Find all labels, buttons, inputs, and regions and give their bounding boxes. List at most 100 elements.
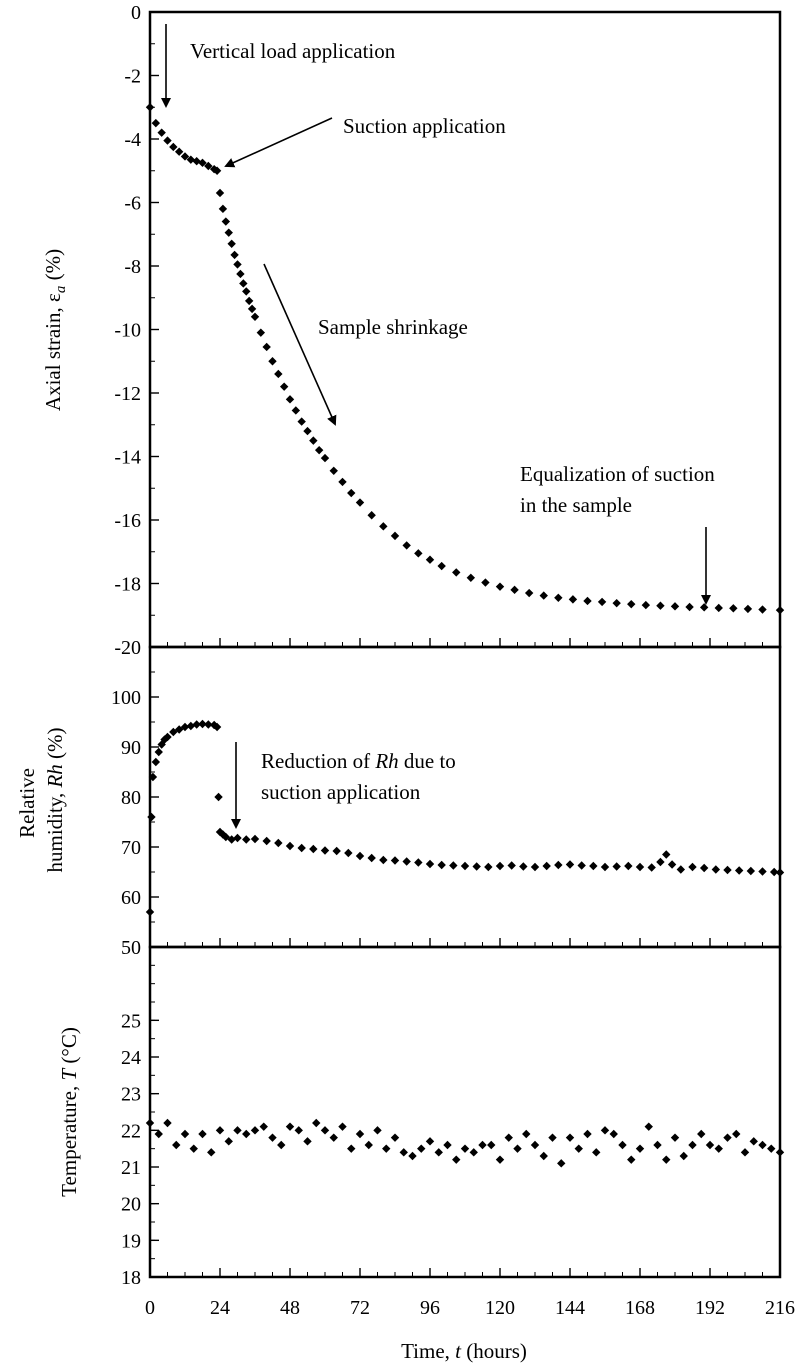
temperature-data-point <box>540 1152 548 1160</box>
temperature-data-point <box>627 1155 635 1163</box>
temperature-data-point <box>776 1148 784 1156</box>
strain-ytick-label: -10 <box>114 320 141 342</box>
temperature-data-point <box>277 1141 285 1149</box>
strain-data-point <box>321 454 329 462</box>
strain-data-point <box>175 148 183 156</box>
strain-data-point <box>776 606 784 614</box>
strain-data-point <box>583 597 591 605</box>
humidity-data-point <box>472 862 480 870</box>
temperature-data-point <box>505 1133 513 1141</box>
sample-shrinkage-arrow <box>264 264 335 424</box>
humidity-ytick-label: 80 <box>121 787 141 809</box>
strain-ytick-label: -2 <box>124 66 141 88</box>
x-tick-label: 0 <box>145 1297 155 1319</box>
temperature-y-axis-label: Temperature, T (°C) <box>57 1027 81 1197</box>
strain-data-point <box>330 467 338 475</box>
strain-data-point <box>467 574 475 582</box>
temperature-data-point <box>198 1130 206 1138</box>
annotation-rh-reduction-line2: suction application <box>261 780 421 804</box>
humidity-data-point <box>531 863 539 871</box>
humidity-data-point <box>496 862 504 870</box>
humidity-ylabel-symbol: Rh <box>43 764 67 788</box>
temperature-data-point <box>155 1130 163 1138</box>
strain-ylabel-sub: a <box>53 286 69 294</box>
temperature-data-point <box>373 1126 381 1134</box>
x-tick-label: 120 <box>485 1297 515 1319</box>
annotation-vertical-load: Vertical load application <box>190 39 396 63</box>
humidity-data-point <box>624 862 632 870</box>
x-tick-label: 192 <box>695 1297 725 1319</box>
temperature-data-point <box>347 1144 355 1152</box>
temperature-data-point <box>688 1141 696 1149</box>
temperature-data-point <box>697 1130 705 1138</box>
temperature-data-point <box>706 1141 714 1149</box>
temperature-ytick-label: 18 <box>121 1267 141 1289</box>
humidity-data-point <box>242 835 250 843</box>
temperature-data-point <box>618 1141 626 1149</box>
strain-ytick-label: -14 <box>114 447 141 469</box>
strain-data-point <box>309 436 317 444</box>
humidity-data-point <box>601 863 609 871</box>
temperature-data-point <box>653 1141 661 1149</box>
strain-data-point <box>222 217 230 225</box>
humidity-data-point <box>233 834 241 842</box>
strain-data-point <box>437 562 445 570</box>
annotation-suction-application: Suction application <box>343 114 506 138</box>
humidity-data-point <box>776 868 784 876</box>
humidity-panel-frame <box>150 647 780 947</box>
x-tick-label: 168 <box>625 1297 655 1319</box>
temperature-data-point <box>268 1133 276 1141</box>
temperature-data-point <box>233 1126 241 1134</box>
temperature-data-point <box>163 1119 171 1127</box>
temperature-data-point <box>443 1141 451 1149</box>
humidity-data-point <box>332 847 340 855</box>
strain-data-point <box>627 600 635 608</box>
x-tick-label: 72 <box>350 1297 370 1319</box>
humidity-data-point <box>723 866 731 874</box>
strain-data-point <box>391 532 399 540</box>
strain-data-point <box>510 586 518 594</box>
temperature-data-point <box>295 1126 303 1134</box>
x-tick-label: 96 <box>420 1297 440 1319</box>
strain-data-point <box>671 602 679 610</box>
temperature-data-point <box>435 1148 443 1156</box>
strain-data-point <box>297 417 305 425</box>
humidity-ylabel-unit: (%) <box>43 727 67 764</box>
humidity-data-point <box>286 842 294 850</box>
humidity-data-point <box>321 846 329 854</box>
strain-data-point <box>303 427 311 435</box>
humidity-y-axis-label-line1: Relative <box>15 768 39 838</box>
strain-data-point <box>347 489 355 497</box>
humidity-ytick-label: 60 <box>121 887 141 909</box>
humidity-data-point <box>519 862 527 870</box>
temperature-data-point <box>680 1152 688 1160</box>
strain-data-point <box>242 287 250 295</box>
humidity-data-point <box>700 864 708 872</box>
temperature-ytick-label: 21 <box>121 1157 141 1179</box>
temperature-ytick-label: 23 <box>121 1084 141 1106</box>
strain-ytick-label: 0 <box>131 2 141 24</box>
humidity-data-point <box>402 857 410 865</box>
temperature-data-point <box>190 1144 198 1152</box>
humidity-data-point <box>297 844 305 852</box>
strain-data-point <box>315 446 323 454</box>
temperature-data-point <box>330 1133 338 1141</box>
humidity-data-point <box>668 860 676 868</box>
axis-tick-labels: 0-2-4-6-8-10-12-14-16-18-201009080706050… <box>111 2 795 1319</box>
axis-ticks <box>150 12 780 1277</box>
humidity-data-point <box>662 850 670 858</box>
temperature-data-point <box>207 1148 215 1156</box>
temperature-data-point <box>592 1148 600 1156</box>
temperature-data-point <box>496 1155 504 1163</box>
temperature-data-point <box>225 1137 233 1145</box>
strain-data-point <box>715 604 723 612</box>
temperature-data-point <box>400 1148 408 1156</box>
humidity-data-point <box>554 861 562 869</box>
strain-ytick-label: -16 <box>114 510 141 532</box>
strain-data-point <box>656 602 664 610</box>
strain-data-point <box>292 406 300 414</box>
temperature-data-point <box>645 1122 653 1130</box>
strain-data-point <box>152 119 160 127</box>
humidity-data-point <box>187 722 195 730</box>
